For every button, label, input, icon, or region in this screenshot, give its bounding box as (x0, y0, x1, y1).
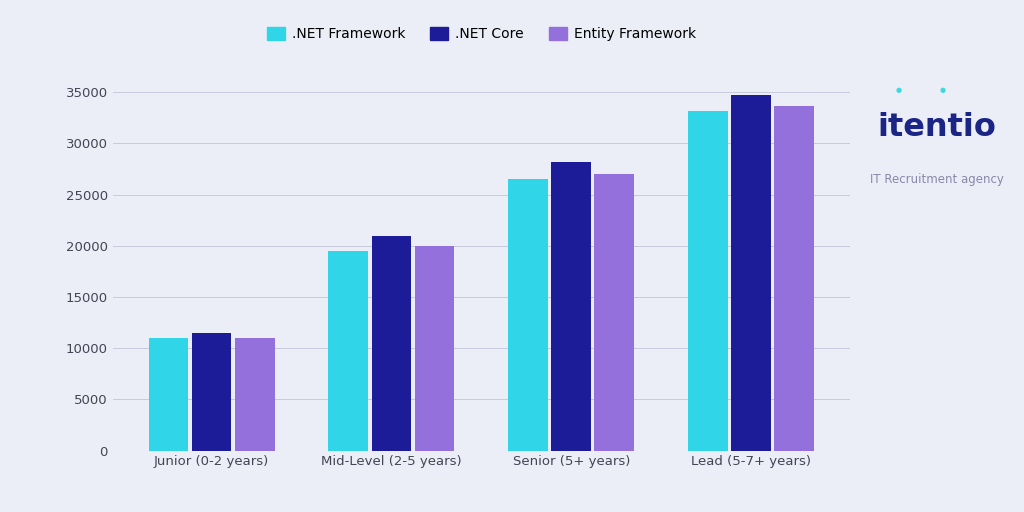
Bar (595, 174, 634, 451)
Bar (688, 111, 728, 451)
Bar (191, 333, 231, 451)
Text: ●: ● (896, 87, 902, 93)
Text: ●: ● (940, 87, 946, 93)
Text: itentio: itentio (878, 113, 996, 143)
Legend: .NET Framework, .NET Core, Entity Framework: .NET Framework, .NET Core, Entity Framew… (261, 22, 701, 47)
Bar (731, 95, 771, 451)
Bar (774, 106, 814, 451)
Bar (234, 338, 274, 451)
Bar (551, 162, 591, 451)
Bar (148, 338, 188, 451)
Bar (329, 251, 368, 451)
Bar (508, 179, 548, 451)
Bar (415, 246, 455, 451)
Bar (372, 236, 412, 451)
Text: IT Recruitment agency: IT Recruitment agency (870, 173, 1004, 186)
